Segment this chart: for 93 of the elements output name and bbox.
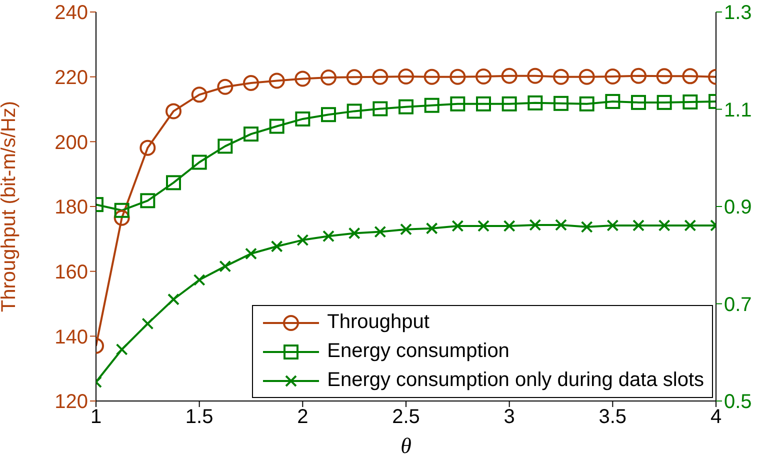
x-tick-label: 3.5 xyxy=(598,406,627,428)
y-tick-label: 160 xyxy=(54,261,88,284)
point xyxy=(604,68,621,85)
point xyxy=(322,230,334,242)
point xyxy=(166,103,182,120)
point xyxy=(294,70,311,87)
point xyxy=(398,99,414,114)
y2-tick-label: 1.3 xyxy=(724,2,752,24)
y2-tick-label: 0.7 xyxy=(724,294,752,316)
point xyxy=(501,68,518,84)
point xyxy=(478,220,490,232)
y-tick-label: 120 xyxy=(54,391,88,414)
point xyxy=(296,234,309,246)
legend-label: Energy consumption xyxy=(327,340,510,363)
point xyxy=(578,68,595,85)
point xyxy=(400,223,412,236)
point xyxy=(450,68,466,85)
point xyxy=(579,96,594,112)
point xyxy=(658,219,670,232)
point xyxy=(606,219,619,232)
point xyxy=(528,95,543,110)
y2-tick-label: 0.9 xyxy=(724,196,752,219)
point xyxy=(476,68,492,85)
x-tick-label: 1 xyxy=(90,406,102,428)
point xyxy=(218,138,233,154)
y2-tick-label: 0.5 xyxy=(724,391,752,414)
point xyxy=(553,68,569,85)
x-tick-label: 1.5 xyxy=(185,406,214,428)
legend-label: Energy consumption only during data slots xyxy=(327,369,704,392)
point xyxy=(114,202,130,218)
point xyxy=(580,220,593,233)
point xyxy=(502,96,517,112)
point xyxy=(424,98,440,113)
point xyxy=(503,220,516,232)
point xyxy=(270,240,283,252)
point xyxy=(191,86,208,103)
point xyxy=(450,96,466,112)
point xyxy=(244,126,258,142)
point xyxy=(114,210,130,226)
y-axis-title: Throughput (bit-m/s/Hz) xyxy=(0,100,20,312)
x-axis-title: θ xyxy=(400,433,412,458)
y-tick-label: 220 xyxy=(54,66,88,89)
point xyxy=(684,219,696,232)
point xyxy=(682,68,698,84)
point xyxy=(321,107,336,122)
point xyxy=(346,104,362,119)
point xyxy=(398,68,414,85)
point xyxy=(632,219,644,232)
point xyxy=(529,218,542,231)
point xyxy=(605,94,620,109)
y-tick-label: 240 xyxy=(54,2,88,24)
point xyxy=(346,69,362,86)
y-tick-label: 140 xyxy=(54,326,88,348)
legend-label: Throughput xyxy=(327,311,430,334)
point xyxy=(320,69,336,86)
point xyxy=(656,94,672,110)
point xyxy=(219,260,232,272)
point xyxy=(348,227,360,240)
point xyxy=(476,96,491,112)
y2-tick-label: 1.1 xyxy=(724,99,752,122)
point xyxy=(424,68,440,85)
point xyxy=(452,220,464,232)
point xyxy=(631,94,646,110)
point xyxy=(269,118,284,134)
point xyxy=(116,343,128,356)
point xyxy=(193,274,206,286)
y-tick-label: 180 xyxy=(54,196,88,219)
point xyxy=(142,318,154,330)
point xyxy=(682,94,698,110)
point xyxy=(243,74,259,91)
x-tick-label: 3 xyxy=(504,406,515,428)
x-tick-label: 2 xyxy=(297,406,308,428)
point xyxy=(527,68,544,84)
point xyxy=(630,68,646,84)
point xyxy=(192,154,207,170)
point xyxy=(168,293,180,306)
point xyxy=(245,248,257,260)
point xyxy=(372,101,388,116)
point xyxy=(374,226,386,238)
point xyxy=(656,68,672,84)
point xyxy=(295,111,310,126)
point xyxy=(372,68,388,85)
x-tick-label: 4 xyxy=(710,406,722,428)
point xyxy=(555,218,567,231)
point xyxy=(217,78,234,95)
point xyxy=(166,175,181,190)
point xyxy=(140,140,156,156)
x-tick-label: 2.5 xyxy=(392,406,420,428)
point xyxy=(554,96,568,111)
point xyxy=(140,193,156,208)
point xyxy=(426,222,438,234)
y-tick-label: 200 xyxy=(54,132,88,154)
point xyxy=(268,72,285,89)
